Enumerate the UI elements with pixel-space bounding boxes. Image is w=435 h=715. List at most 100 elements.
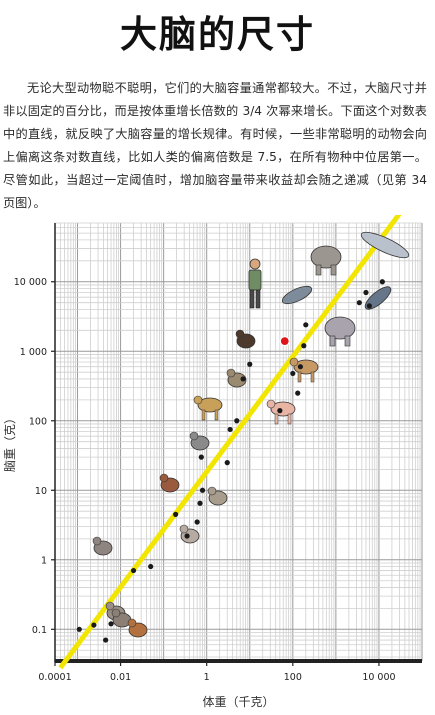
data-point [91,622,97,628]
data-point [197,500,203,506]
data-point [363,289,369,296]
y-tick-label: 1 [41,555,47,566]
data-point [198,454,204,460]
chart-svg: 0.1 1 10 100 1 000 10 000 0.0001 0.01 1 100 10 000… [3,212,423,709]
data-point [103,637,109,643]
monkey-icon [226,368,247,388]
data-point [366,303,372,309]
hedgehog-icon [207,486,228,506]
y-tick-label: 100 [29,416,47,427]
head-shape [193,395,203,405]
intro-paragraph: 无论大型动物聪不聪明，它们的大脑容量通常都较大。不过，大脑尺寸并非以固定的百分比… [3,81,427,211]
data-point [199,487,206,493]
trend-line [58,212,402,670]
y-tick-label: 10 000 [14,277,47,288]
head-shape [207,486,217,496]
head-shape [289,357,299,367]
bat-icon [127,618,148,638]
data-point [240,376,246,382]
head-shape [189,431,199,441]
body-shape [364,286,392,310]
leg-shape [201,409,206,421]
grid [54,222,423,661]
data-point [227,426,233,433]
human-data-point [279,335,290,347]
body-shape [270,401,296,417]
head-shape [111,608,121,618]
head-shape [159,473,169,483]
leg-shape [274,413,279,425]
leg-shape [297,371,302,383]
leg-shape [344,335,351,347]
data-point [277,408,283,414]
y-axis-label: 脑重（克） [3,412,17,472]
x-tick-label: 100 [284,672,302,683]
horse-icon [289,357,319,383]
data-point [130,567,137,574]
rat-icon [92,536,113,556]
leg-shape [330,264,337,276]
y-tick-label: 10 [35,486,47,497]
brain-size-chart: 0.1 1 10 100 1 000 10 000 0.0001 0.01 1 100 10 000… [0,212,435,711]
leg-shape [310,371,315,383]
data-point [356,300,362,306]
gerbil-icon [179,524,200,544]
head-shape [266,399,276,409]
dog-icon [193,395,223,421]
dolphin-icon [281,285,313,305]
head-shape [127,618,137,628]
data-point [295,390,301,396]
squirrel-icon [159,473,180,493]
data-point [148,563,154,570]
data-point [301,343,307,349]
trend-line-group [58,212,402,670]
body-shape [324,316,356,340]
pig-icon [266,399,296,425]
page-title: 大脑的尺寸 [120,12,315,56]
x-axis-label: 体重（千克） [202,695,274,709]
data-point [290,370,296,377]
x-tick-label: 10 000 [362,672,395,683]
data-point [76,626,82,632]
data-point [184,533,190,539]
leg-shape [287,413,292,425]
hippo-icon [324,316,356,347]
head-shape [105,601,115,611]
x-tick-label: 0.0001 [38,672,71,683]
head-shape [226,368,236,378]
data-point [247,361,253,367]
cat-icon [189,431,210,451]
body-shape [281,285,313,305]
body-shape [310,245,342,269]
body-shape [197,397,223,413]
killer-whale-icon [364,286,392,310]
axes [51,223,422,666]
data-point [194,519,200,525]
human-leg [249,289,255,309]
human-torso [248,269,262,291]
y-tick-label: 1 000 [20,347,47,358]
chimpanzee-icon [235,329,256,349]
head-shape [179,524,189,534]
axis-labels: 0.1 1 10 100 1 000 10 000 0.0001 0.01 1 100 10 000… [3,277,396,709]
blue-whale-icon [360,231,410,259]
data-point [297,364,304,370]
x-tick-label: 1 [204,672,210,683]
head-shape [235,329,245,339]
body-shape [360,231,410,259]
y-tick-label: 0.1 [32,625,47,636]
data-point [224,460,230,466]
head-shape [92,536,102,546]
human-icon [248,258,262,309]
data-point [379,279,385,285]
human-head [249,258,261,270]
leg-shape [315,264,322,276]
data-points [76,279,385,643]
data-point [234,418,240,424]
data-point [108,621,114,627]
animal-icons [92,231,410,638]
data-point [303,322,309,328]
human-leg [255,289,261,309]
x-tick-label: 0.01 [110,672,131,683]
data-point [173,511,179,517]
